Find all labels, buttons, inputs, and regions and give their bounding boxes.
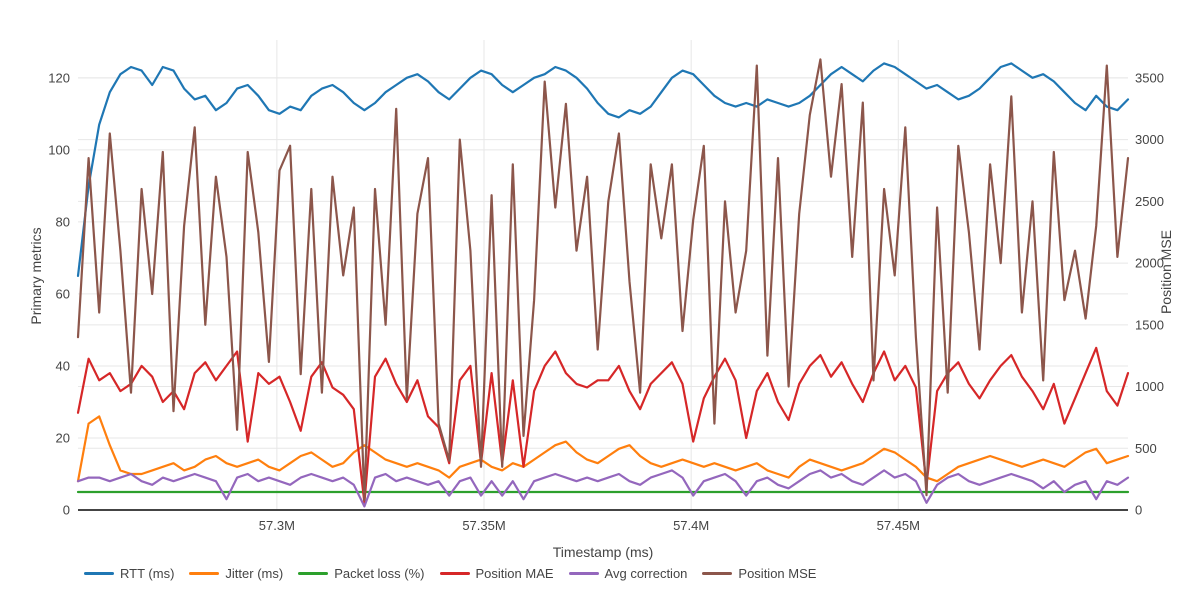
y-right-tick-label: 1000 [1135,379,1164,394]
legend-item-position-mae[interactable]: Position MAE [439,566,554,581]
x-tick-label: 57.45M [877,518,920,533]
legend-swatch-jitter-ms [189,572,220,575]
legend-swatch-avg-correction [568,572,599,575]
x-axis-title: Timestamp (ms) [552,544,654,560]
series-line-jitter-ms [76,415,1130,483]
legend-swatch-rtt-ms [84,572,114,575]
x-tick-label: 57.35M [462,518,505,533]
y-right-tick-label: 3000 [1135,132,1164,147]
y-axis-left-title: Primary metrics [28,227,44,325]
legend-item-rtt-ms[interactable]: RTT (ms) [84,566,174,581]
y-axis-right-title: Position MSE [1158,229,1174,315]
y-right-tick-label: 3500 [1135,70,1164,85]
legend-swatch-packet-loss [298,572,329,575]
y-right-tick-label: 1500 [1135,317,1164,332]
y-left-tick-label: 60 [56,286,70,301]
y-right-tick-label: 500 [1135,441,1157,456]
legend-swatch-position-mae [439,572,470,575]
series-line-rtt-ms [76,62,1130,277]
legend-label-packet-loss: Packet loss (%) [334,566,425,581]
legend: RTT (ms) Jitter (ms) Packet loss (%) Positi… [84,566,816,581]
x-tick-label: 57.3M [259,518,295,533]
y-left-tick-label: 0 [63,503,70,518]
series-line-position-mse [76,58,1130,502]
y-left-tick-label: 120 [48,70,70,85]
legend-label-rtt-ms: RTT (ms) [120,566,175,581]
y-right-tick-label: 2500 [1135,194,1164,209]
series-line-position-mae [76,346,1130,504]
plot-area[interactable] [78,40,1128,510]
legend-item-avg-correction[interactable]: Avg correction [568,566,688,581]
y-left-tick-label: 80 [56,214,70,229]
legend-item-packet-loss[interactable]: Packet loss (%) [298,566,425,581]
y-left-tick-label: 20 [56,430,70,445]
y-left-tick-label: 100 [48,142,70,157]
legend-item-jitter-ms[interactable]: Jitter (ms) [189,566,283,581]
legend-label-position-mse: Position MSE [738,566,817,581]
series-line-avg-correction [76,469,1130,508]
y-left-tick-label: 40 [56,358,70,373]
y-right-tick-label: 0 [1135,503,1142,518]
legend-item-position-mse[interactable]: Position MSE [702,566,816,581]
y-right-tick-label: 2000 [1135,256,1164,271]
x-tick-label: 57.4M [673,518,709,533]
legend-label-jitter-ms: Jitter (ms) [225,566,284,581]
legend-label-position-mae: Position MAE [475,566,554,581]
legend-swatch-position-mse [702,572,733,575]
legend-label-avg-correction: Avg correction [604,566,688,581]
